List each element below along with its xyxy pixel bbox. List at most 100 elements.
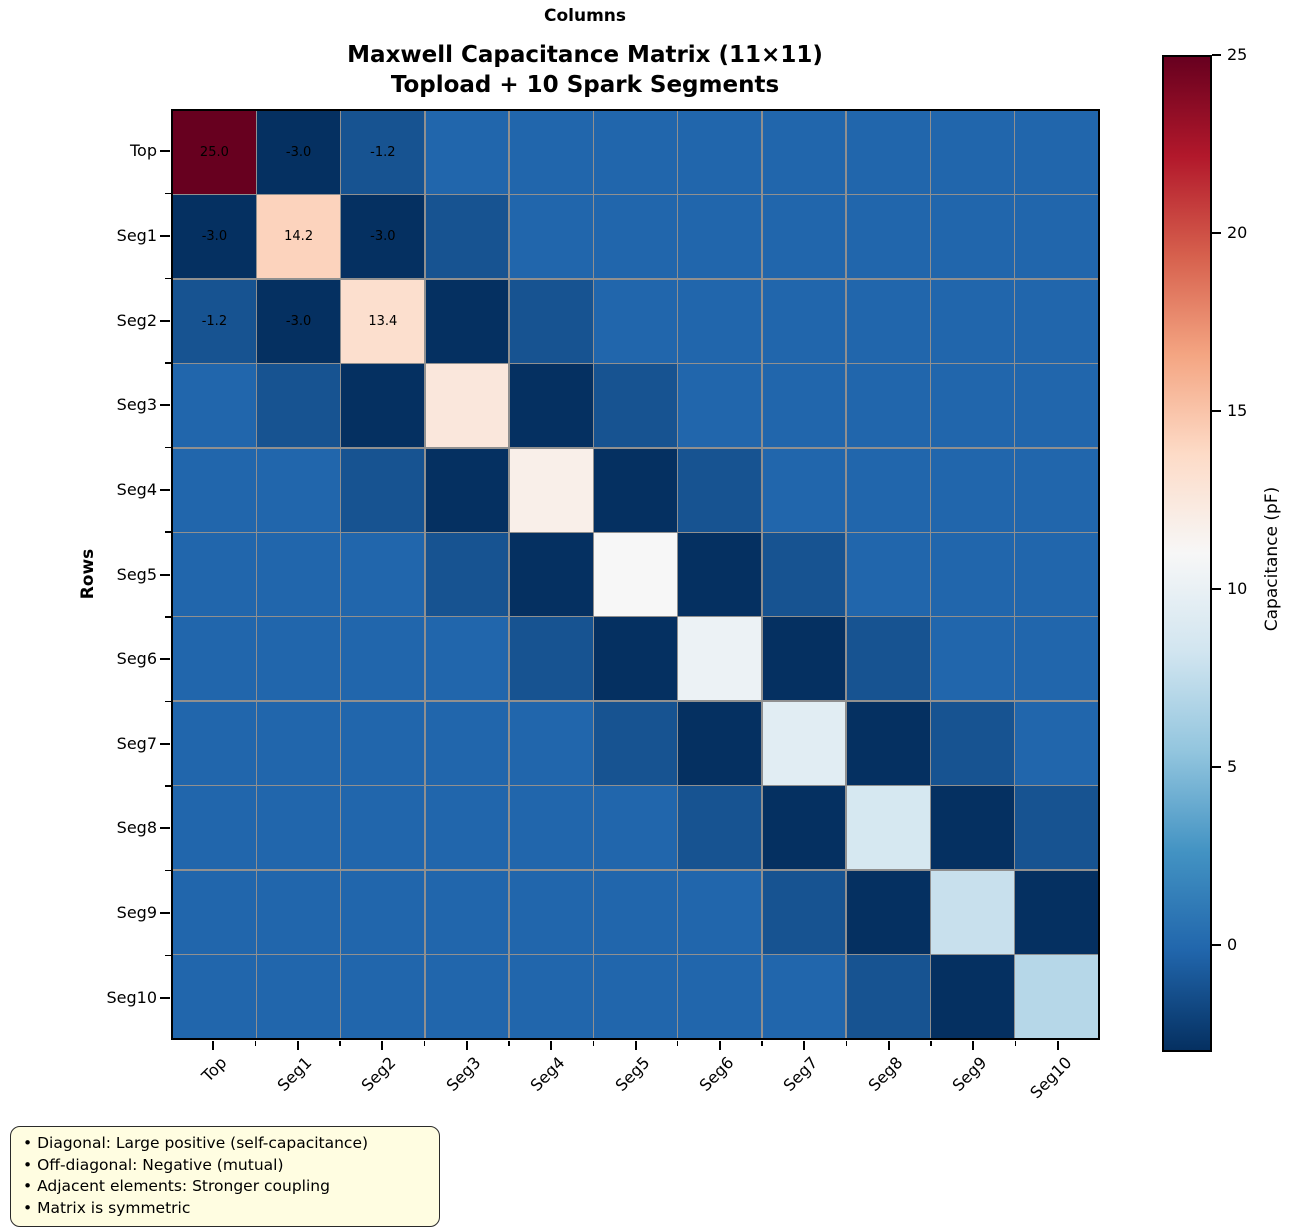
heatmap-cell [930,448,1014,532]
heatmap-cell [341,617,425,701]
heatmap-cell [930,701,1014,785]
heatmap-cell [425,195,509,279]
heatmap-cell: -1.2 [173,279,256,363]
heatmap-cell: 13.4 [341,279,425,363]
x-axis-major-tick [212,1041,215,1050]
heatmap-cell [762,786,846,870]
x-axis-major-tick [634,1041,637,1050]
heatmap-cell [678,701,762,785]
heatmap-cell [846,870,930,954]
heatmap-cell [594,195,677,279]
heatmap-cell [509,448,593,532]
x-tick-label: Seg4 [526,1053,569,1095]
colorbar-tick-label: 20 [1227,223,1248,243]
y-axis-minor-tick [165,700,171,703]
heatmap-cell [762,617,846,701]
heatmap-cell [173,532,256,616]
cell-value-label: -3.0 [285,145,312,160]
heatmap-cell [762,111,846,194]
heatmap-cell [678,617,762,701]
heatmap-cell [1015,448,1098,532]
heatmap-cell [930,364,1014,448]
colorbar-tick [1212,410,1221,413]
heatmap-cell [509,617,593,701]
y-axis-major-tick [160,658,170,661]
heatmap-cell [173,617,256,701]
heatmap-cell [678,279,762,363]
x-axis-major-tick [1056,1041,1059,1050]
heatmap-cell: 14.2 [257,195,341,279]
cell-value-label: -1.2 [201,313,228,329]
heatmap-cell [846,279,930,363]
y-axis-major-tick [160,573,170,576]
heatmap-cell [173,364,256,448]
y-axis-major-tick [160,827,170,830]
heatmap-cell [930,617,1014,701]
heatmap-cell: -1.2 [341,111,425,194]
y-tick-label: Seg2 [116,310,157,330]
heatmap-cell [594,617,677,701]
heatmap-cell [425,111,509,194]
y-axis-minor-tick [165,277,171,280]
heatmap-cell: -3.0 [341,195,425,279]
heatmap-cell [173,448,256,532]
heatmap-cell [173,701,256,785]
heatmap-cell [509,701,593,785]
heatmap-cell [341,364,425,448]
heatmap-cell [1015,111,1098,194]
y-axis-major-tick [160,150,170,153]
y-axis-minor-tick [165,362,171,364]
heatmap-cell [509,279,593,363]
heatmap-cell [425,532,509,616]
cell-value-label: 25.0 [199,145,229,160]
heatmap-cell [257,617,341,701]
chart-subtitle: Topload + 10 Spark Segments [390,72,780,98]
heatmap-cell [425,617,509,701]
colorbar-tick [1212,54,1221,56]
heatmap-cell [173,954,256,1038]
heatmap-cell [846,111,930,194]
x-tick-label: Seg9 [948,1053,991,1095]
y-tick-label: Seg7 [116,733,157,753]
heatmap-cell [425,786,509,870]
heatmap-cell [257,954,341,1038]
x-axis-minor-tick [339,1041,341,1046]
heatmap-cell [846,532,930,616]
x-axis-major-tick [887,1041,890,1050]
heatmap-cell [678,448,762,532]
chart-title: Maxwell Capacitance Matrix (11×11) [347,42,823,68]
x-axis-minor-tick [930,1041,932,1046]
x-tick-label: Seg6 [695,1053,738,1095]
heatmap-cell [509,195,593,279]
colorbar-tick-label: 25 [1227,45,1248,64]
heatmap-cell [930,195,1014,279]
x-tick-label: Seg5 [610,1053,653,1095]
x-axis-minor-tick [254,1041,257,1046]
x-axis-minor-tick [761,1041,763,1046]
y-axis-major-tick [160,996,170,999]
heatmap-cell [594,111,677,194]
cell-value-label: -1.2 [370,145,396,160]
heatmap-cell [594,448,677,532]
heatmap-cell [1015,617,1098,701]
x-axis-major-tick [803,1041,806,1050]
heatmap-cell [257,701,341,785]
y-axis-major-tick [160,742,170,745]
heatmap-cell [762,870,846,954]
heatmap-cell [846,701,930,785]
notes-box: Diagonal: Large positive (self-capacitan… [10,1126,440,1227]
x-axis-minor-tick [592,1041,595,1046]
heatmap-cell [762,701,846,785]
y-tick-label: Seg8 [116,818,157,838]
y-tick-label: Top [130,141,157,161]
heatmap-cell: -3.0 [173,195,256,279]
colorbar-tick-label: 0 [1227,935,1238,955]
heatmap-cell [594,532,677,616]
cell-value-label: 14.2 [284,229,314,245]
heatmap-cell [762,364,846,448]
heatmap-cell [1015,364,1098,448]
x-tick-label: Seg8 [864,1053,907,1095]
x-axis-major-tick [550,1041,553,1050]
y-tick-label: Seg4 [116,479,157,499]
y-axis-major-tick [160,488,170,491]
